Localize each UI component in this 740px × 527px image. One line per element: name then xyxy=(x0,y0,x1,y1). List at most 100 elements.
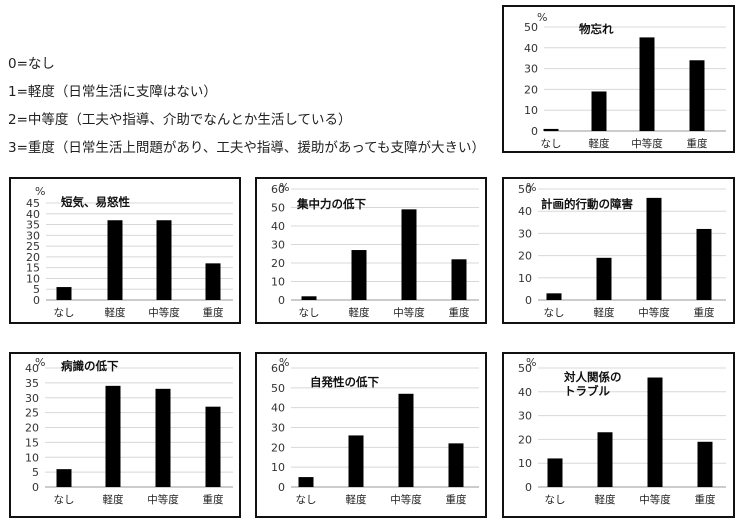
y-tick-label: 45 xyxy=(26,197,40,210)
category-label: 中等度 xyxy=(147,493,179,506)
y-tick-label: 10 xyxy=(271,461,285,474)
chart-title: 集中力の低下 xyxy=(296,197,366,211)
bar-chart: 0 10 20 30 40 50 60% なし 軽度 中等度 重度 自発性の低下 xyxy=(271,356,479,506)
y-tick-label: 10 xyxy=(25,451,39,464)
bar xyxy=(205,263,221,300)
y-tick-label: 30 xyxy=(518,410,532,423)
category-label: 重度 xyxy=(695,493,716,506)
chart-panel-spontaneity: 0 10 20 30 40 50 60% なし 軽度 中等度 重度 自発性の低下 xyxy=(255,352,487,518)
category-label: なし xyxy=(296,494,317,506)
bar xyxy=(697,441,713,487)
bar-chart: 0 10 20 30 40 50 60% なし 軽度 中等度 重度 集中力の低下 xyxy=(271,181,479,319)
y-tick-label: 0 xyxy=(278,294,285,307)
y-tick-label: 50 xyxy=(271,382,285,395)
category-label: 重度 xyxy=(694,306,715,319)
legend-item-3: 3=重度（日常生活上問題があり、工夫や指導、援助があっても支障が大きい） xyxy=(8,140,486,156)
y-unit-label: % xyxy=(35,356,45,369)
chart-title: トラブル xyxy=(564,384,610,398)
category-label: 中等度 xyxy=(638,306,670,319)
category-label: 軽度 xyxy=(349,306,370,319)
y-tick-label: 0 xyxy=(33,294,40,307)
y-tick-label: 10 xyxy=(26,272,40,285)
category-label: 重度 xyxy=(203,306,224,319)
bar xyxy=(696,228,712,300)
y-tick-label: 40 xyxy=(518,386,532,399)
y-unit-label: % xyxy=(537,11,547,24)
chart-title: 病識の低下 xyxy=(61,359,119,373)
bar-chart: 0 10 20 30 40 50% なし 軽度 中等度 重度 計画的行動の障害 xyxy=(518,181,726,319)
bar xyxy=(348,435,364,487)
bar xyxy=(647,377,663,487)
bar xyxy=(646,197,662,300)
y-tick-label: 0 xyxy=(525,294,532,307)
y-tick-label: 10 xyxy=(518,272,532,285)
y-tick-label: 30 xyxy=(26,229,40,242)
category-label: 重度 xyxy=(449,306,470,319)
bar xyxy=(56,287,72,300)
bar xyxy=(597,432,613,487)
y-tick-label: 15 xyxy=(25,436,39,449)
y-tick-label: 0 xyxy=(278,481,285,494)
bar xyxy=(298,477,314,487)
y-tick-label: 20 xyxy=(271,257,285,270)
bar xyxy=(107,220,123,300)
category-label: 中等度 xyxy=(631,137,663,150)
legend-item-1: 1=軽度（日常生活に支障はない） xyxy=(8,84,217,100)
category-label: 軽度 xyxy=(105,306,126,319)
y-tick-label: 20 xyxy=(25,422,39,435)
y-tick-label: 0 xyxy=(525,481,532,494)
y-tick-label: 20 xyxy=(271,441,285,454)
chart-title: 短気、易怒性 xyxy=(61,195,130,209)
bar xyxy=(398,393,414,487)
bar xyxy=(301,296,317,300)
chart-title: 対人関係の xyxy=(563,370,622,384)
category-label: 中等度 xyxy=(393,306,425,319)
y-tick-label: 30 xyxy=(25,392,39,405)
category-label: なし xyxy=(541,138,562,150)
y-tick-label: 30 xyxy=(271,239,285,252)
y-tick-label: 10 xyxy=(271,276,285,289)
y-unit-label: % xyxy=(35,185,45,198)
chart-title: 計画的行動の障害 xyxy=(541,197,633,211)
y-tick-label: 40 xyxy=(25,362,39,375)
y-tick-label: 50 xyxy=(518,362,532,375)
bar xyxy=(591,91,607,131)
bar xyxy=(205,406,221,487)
y-tick-label: 40 xyxy=(518,205,532,218)
bar xyxy=(543,128,559,131)
y-tick-label: 35 xyxy=(25,377,39,390)
bar xyxy=(639,37,655,131)
category-label: 中等度 xyxy=(390,493,422,506)
y-tick-label: 15 xyxy=(26,262,40,275)
chart-panel-insight: 0 5 10 15 20 25 30 35 40% なし 軽度 中等度 重度 病識の低下 xyxy=(9,352,241,518)
y-tick-label: 0 xyxy=(531,125,538,138)
category-label: 重度 xyxy=(203,493,224,506)
category-label: 軽度 xyxy=(346,493,367,506)
bar xyxy=(448,443,464,487)
category-label: 軽度 xyxy=(103,493,124,506)
bar xyxy=(155,388,171,487)
y-tick-label: 20 xyxy=(518,433,532,446)
y-tick-label: 50 xyxy=(271,202,285,215)
y-tick-label: 5 xyxy=(32,466,39,479)
y-tick-label: 0 xyxy=(32,481,39,494)
y-tick-label: 50 xyxy=(524,21,538,34)
legend: 0=なし 1=軽度（日常生活に支障はない） 2=中等度（工夫や指導、介助でなんと… xyxy=(8,50,485,162)
category-label: なし xyxy=(299,307,320,319)
y-unit-label: % xyxy=(526,181,536,194)
y-tick-label: 20 xyxy=(26,251,40,264)
y-tick-label: 60 xyxy=(271,183,285,196)
category-label: 重度 xyxy=(446,493,467,506)
chart-panel-interpersonal: 0 10 20 30 40 50% なし 軽度 中等度 重度 対人関係の トラブル xyxy=(502,352,735,518)
bar xyxy=(451,259,467,300)
y-tick-label: 20 xyxy=(518,250,532,263)
bar xyxy=(596,257,612,300)
chart-title: 自発性の低下 xyxy=(310,375,379,389)
category-label: なし xyxy=(54,494,75,506)
y-unit-label: % xyxy=(279,356,289,369)
bar xyxy=(546,293,562,300)
y-tick-label: 40 xyxy=(271,220,285,233)
y-tick-label: 40 xyxy=(271,402,285,415)
